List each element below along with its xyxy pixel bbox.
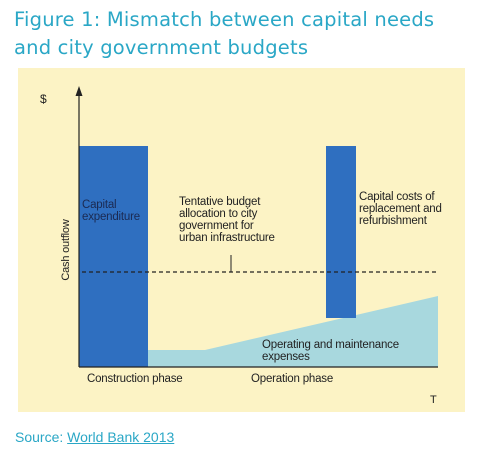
operation-phase-label: Operation phase: [251, 373, 334, 385]
budget-label: Tentative budget allocation to city gove…: [179, 196, 275, 244]
source-link[interactable]: World Bank 2013: [67, 429, 175, 445]
om-expense-area: [148, 296, 438, 367]
om-expense-label: Operating and maintenance expenses: [262, 339, 399, 363]
figure-title: Figure 1: Mismatch between capital needs…: [14, 6, 484, 62]
source-prefix: Source:: [15, 429, 68, 445]
figure-title-line-2: and city government budgets: [14, 36, 309, 59]
y-axis-arrow: [75, 86, 83, 96]
y-axis-symbol: $: [40, 92, 47, 106]
replacement-bar: [326, 146, 356, 318]
capital-expenditure-label: Capital expenditure: [82, 199, 140, 223]
construction-phase-label: Construction phase: [87, 373, 183, 385]
replacement-label: Capital costs of replacement and refurbi…: [359, 191, 442, 227]
source-line: Source: World Bank 2013: [15, 429, 174, 445]
y-axis-label: Cash outflow: [60, 219, 72, 281]
capital-expenditure-bar: [79, 146, 148, 367]
figure-title-line-1: Figure 1: Mismatch between capital needs: [14, 8, 435, 31]
x-axis-symbol: T: [430, 394, 437, 406]
